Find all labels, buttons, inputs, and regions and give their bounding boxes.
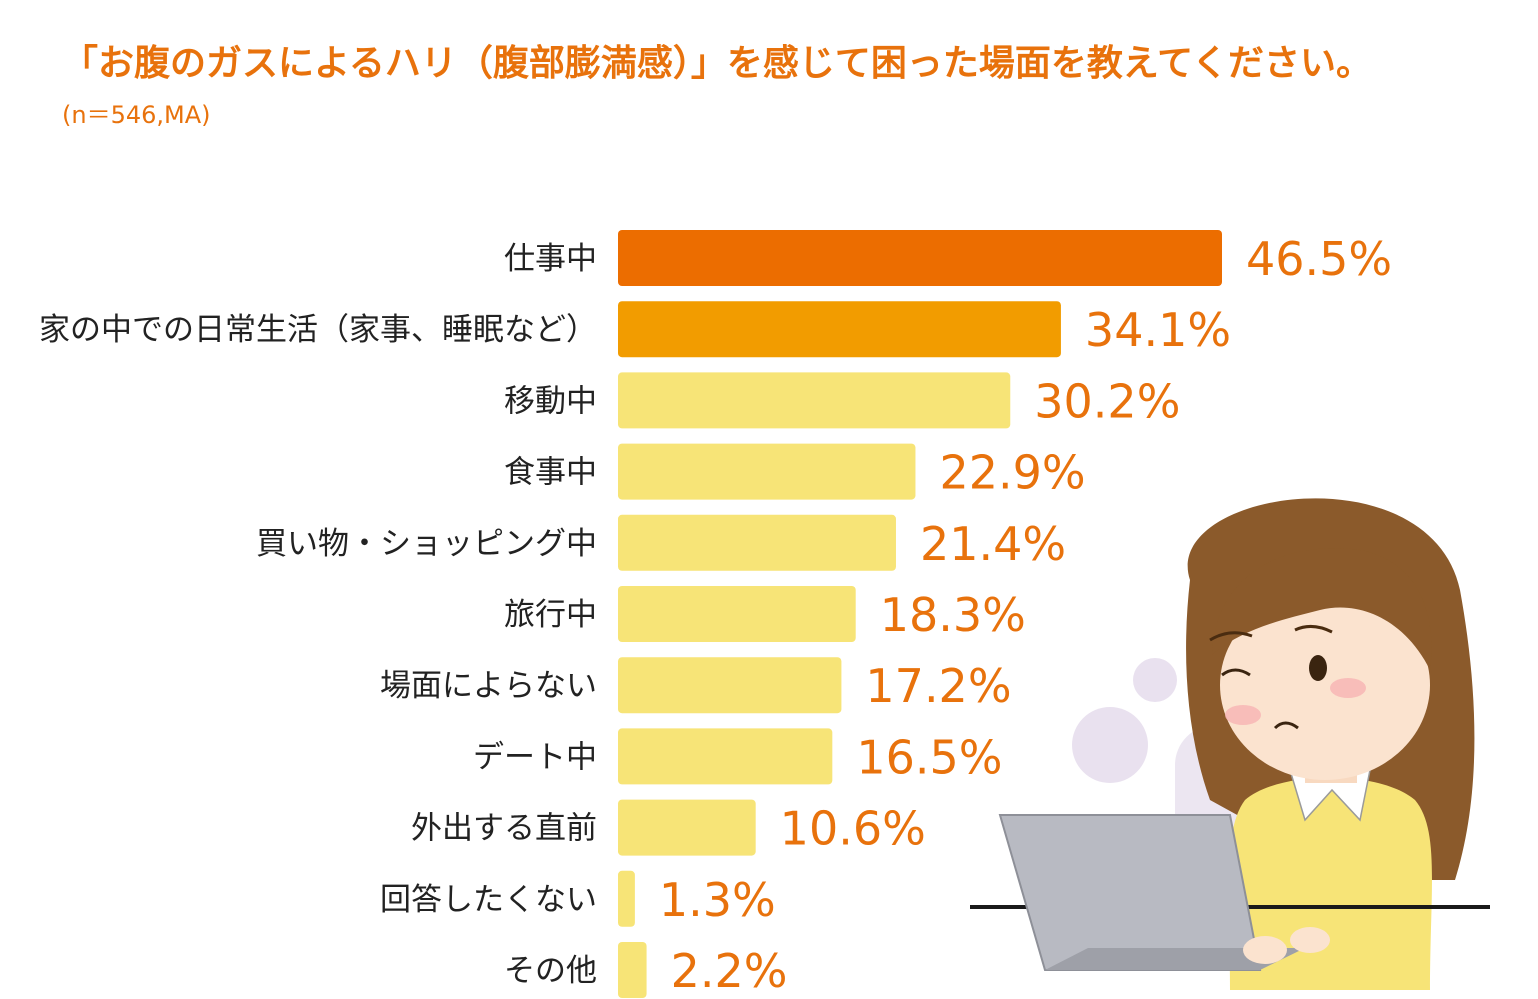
value-label: 46.5%: [1246, 232, 1392, 286]
category-label: その他: [504, 953, 597, 989]
laptop-screen: [998, 814, 1262, 971]
hand-right: [1290, 927, 1330, 953]
value-label: 21.4%: [920, 517, 1066, 571]
face: [1220, 590, 1430, 780]
chart-subtitle: (n＝546,MA): [62, 101, 211, 129]
value-label: 34.1%: [1085, 303, 1231, 357]
value-label: 16.5%: [856, 730, 1002, 784]
mouth: [1273, 721, 1299, 730]
category-label: 外出する直前: [411, 811, 597, 847]
hair-bangs: [1212, 548, 1432, 670]
bar: [618, 443, 916, 500]
bar: [618, 870, 635, 927]
category-label: 仕事中: [504, 241, 597, 277]
category-label: 食事中: [504, 455, 597, 491]
bar: [618, 942, 647, 998]
bar: [618, 657, 842, 714]
woman-at-laptop-illustration: [970, 498, 1490, 990]
hand-left: [1243, 936, 1287, 964]
value-label: 17.2%: [865, 659, 1011, 713]
category-label: 買い物・ショッピング中: [256, 526, 597, 562]
cheek-left: [1225, 705, 1261, 725]
bar: [618, 301, 1061, 358]
bar: [618, 728, 833, 785]
category-label: 回答したくない: [380, 882, 597, 918]
eye-left: [1221, 668, 1251, 677]
category-label: 場面によらない: [380, 668, 597, 704]
eyebrow-left: [1209, 631, 1253, 642]
category-label: 移動中: [504, 383, 597, 419]
value-label: 30.2%: [1034, 374, 1180, 428]
cheek-right: [1330, 678, 1366, 698]
bar: [618, 586, 856, 642]
bar: [618, 372, 1011, 429]
eye-right: [1309, 655, 1327, 681]
bar: [618, 230, 1222, 286]
category-label: 家の中での日常生活（家事、睡眠など）: [39, 312, 597, 348]
eyebrow-right: [1294, 625, 1333, 634]
bar: [618, 514, 896, 571]
chart-title: 「お腹のガスによるハリ（腹部膨満感）」を感じて困った場面を教えてください。: [62, 43, 1373, 84]
value-label: 2.2%: [671, 944, 788, 998]
value-label: 22.9%: [939, 446, 1085, 500]
laptop-base: [1045, 948, 1305, 970]
sweater: [1228, 777, 1432, 990]
value-label: 18.3%: [880, 588, 1026, 642]
thought-bubble-large: [1072, 707, 1148, 783]
value-label: 10.6%: [780, 802, 926, 856]
category-label: 旅行中: [504, 597, 597, 633]
category-label: デート中: [473, 739, 597, 775]
bar: [618, 799, 756, 856]
value-label: 1.3%: [659, 873, 776, 927]
thought-bubble-small: [1133, 658, 1177, 702]
